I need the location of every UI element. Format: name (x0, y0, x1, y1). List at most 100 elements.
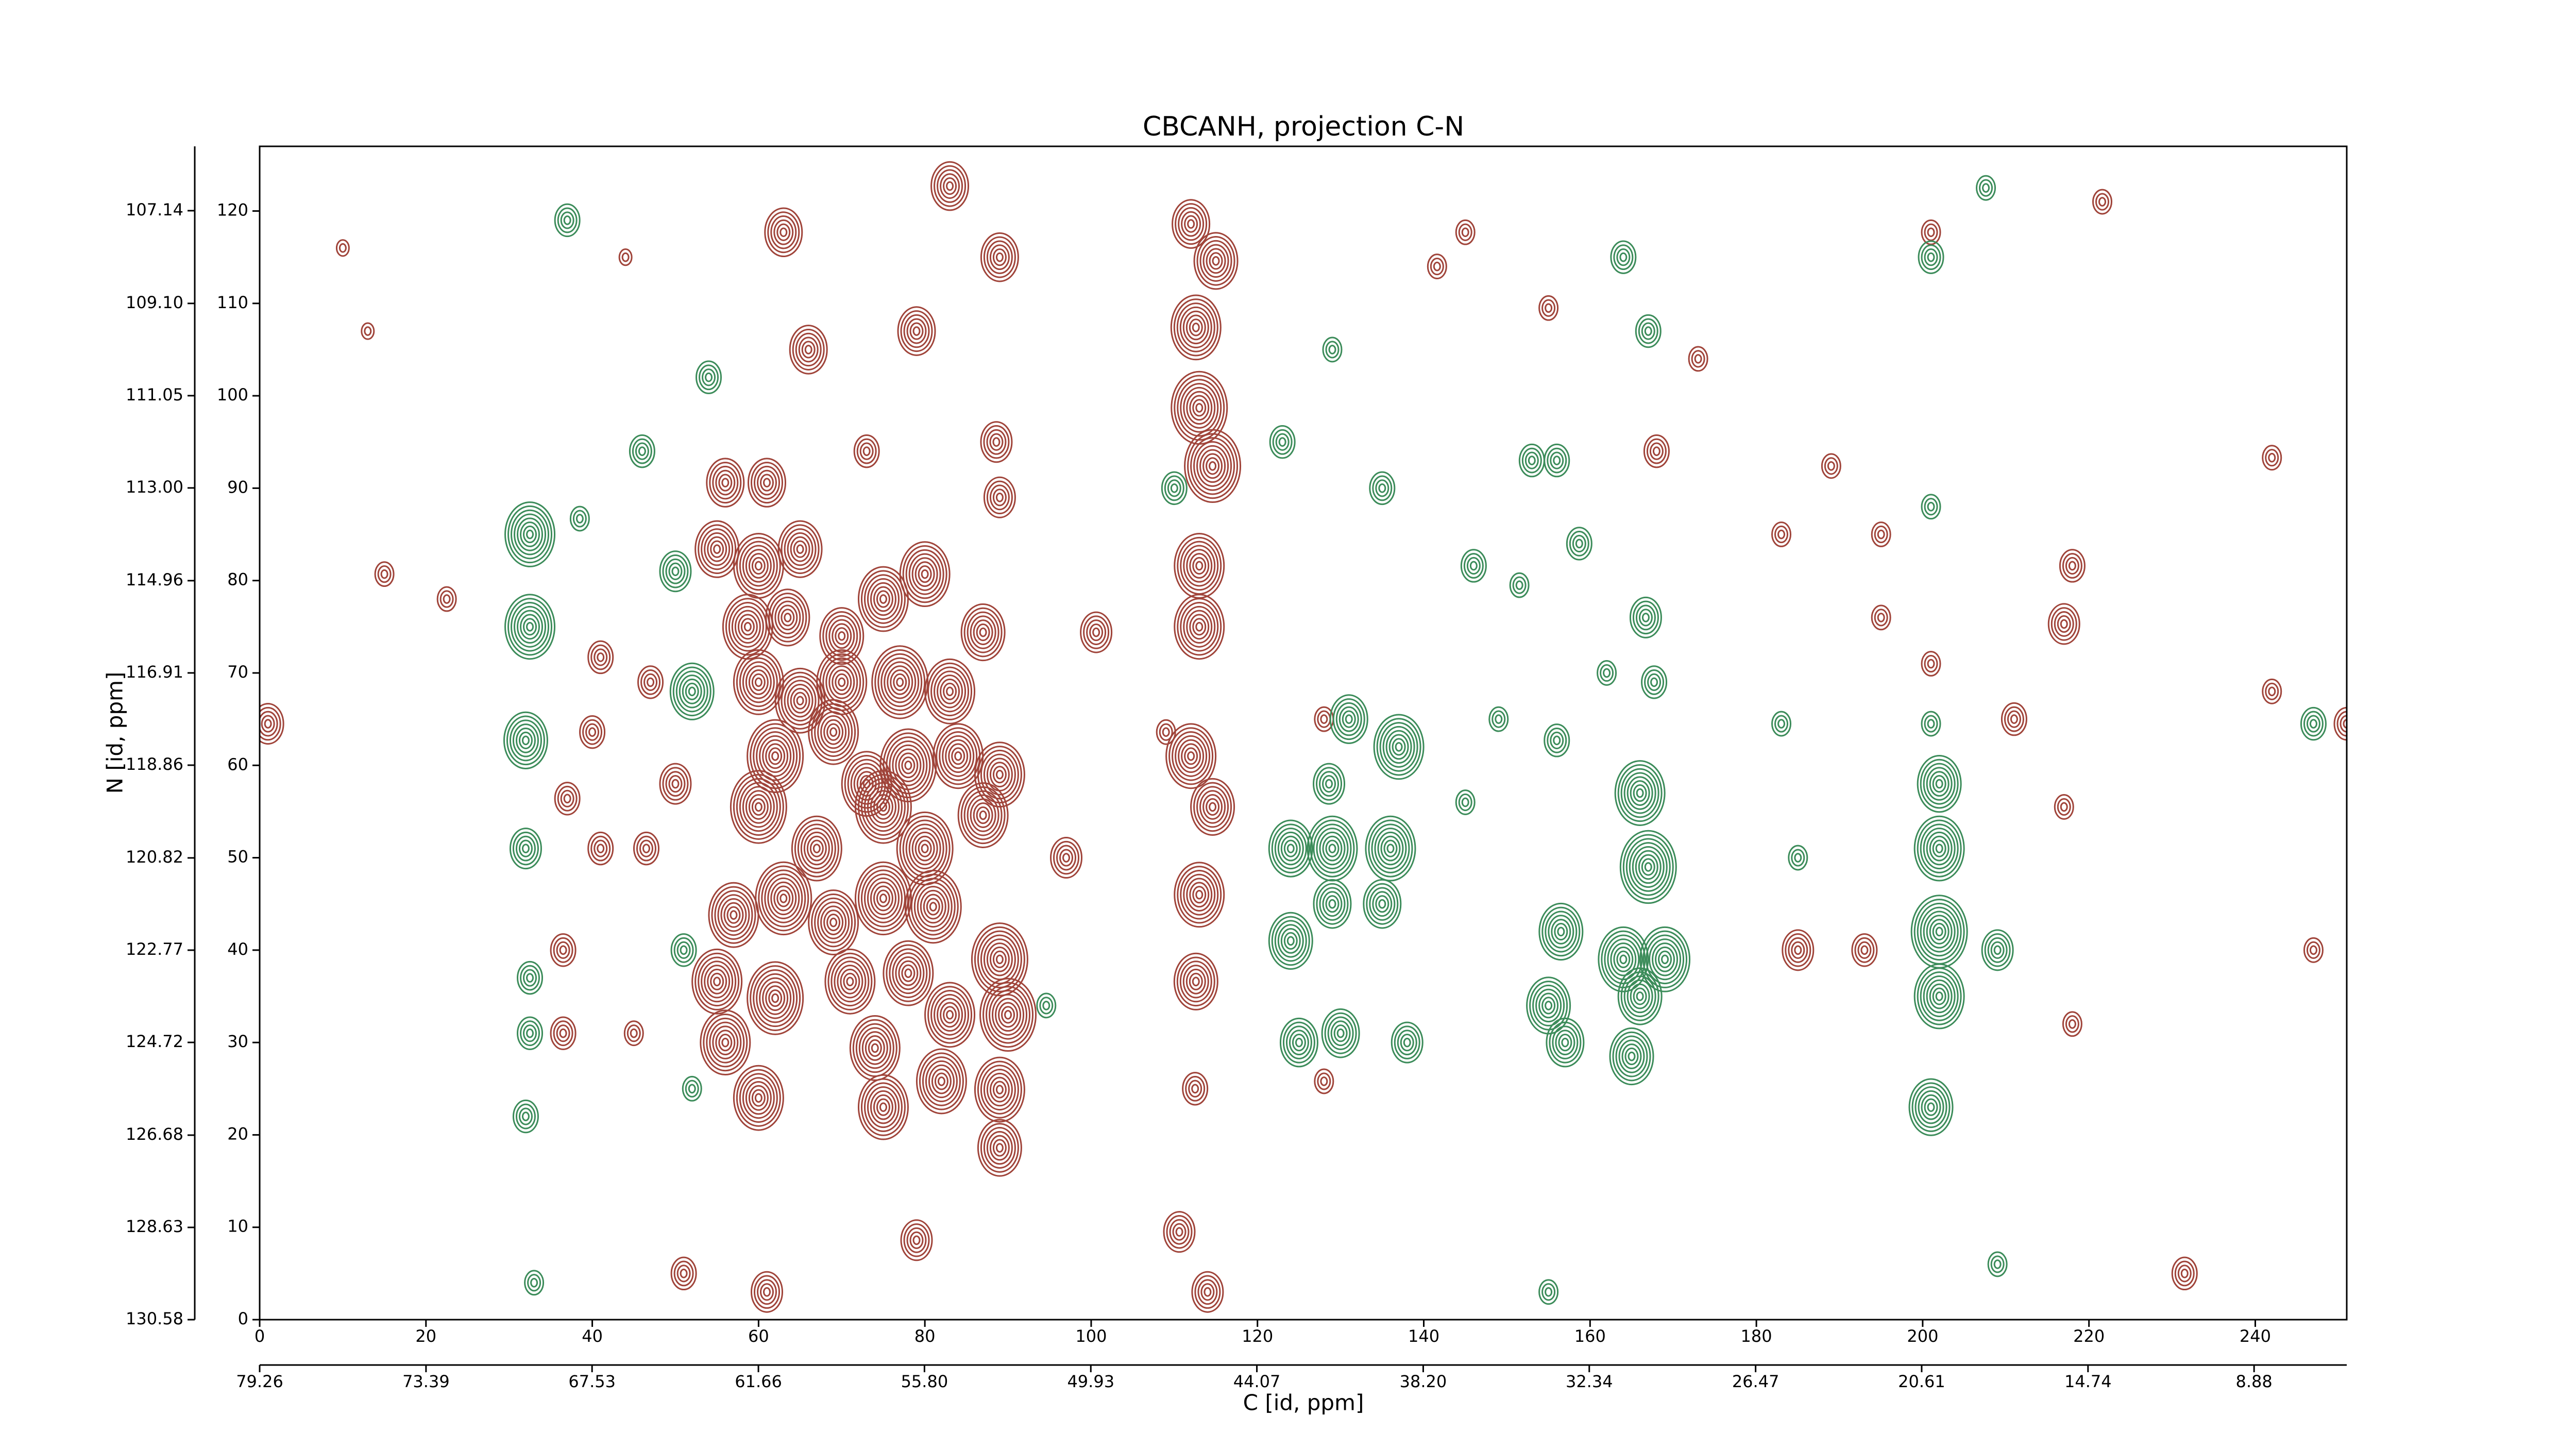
contour-level (1512, 576, 1527, 594)
contour-level (579, 715, 606, 749)
contour-level (1600, 664, 1614, 682)
contour-level (694, 952, 740, 1010)
contour-level (1269, 425, 1296, 459)
contour-level (1877, 529, 1885, 540)
contour-level (784, 528, 817, 570)
contour-level (768, 989, 783, 1007)
contour-level (1874, 609, 1888, 627)
contour-level (1092, 627, 1100, 637)
contour-level (1345, 714, 1353, 724)
contour-level (1089, 623, 1104, 642)
contour-level (835, 627, 849, 645)
contour-level (917, 886, 950, 928)
contour-level (1180, 541, 1219, 591)
contour-level (2309, 945, 2317, 955)
contour-level (939, 731, 978, 781)
contour-level (1469, 561, 1478, 571)
contour-level (814, 897, 853, 948)
contour-level (556, 1024, 570, 1042)
contour-level (979, 627, 987, 637)
contour-level (793, 692, 807, 710)
contour-level (1932, 987, 1946, 1005)
contour-level (701, 528, 734, 570)
contour-level (1178, 207, 1205, 241)
contour-level (1547, 447, 1567, 474)
contour-level (1545, 911, 1578, 953)
contour-level (1621, 1043, 1642, 1069)
contour-level (1515, 580, 1523, 590)
contour-level (745, 1081, 772, 1115)
contour-level (1377, 831, 1404, 866)
contour-level (699, 364, 719, 391)
contour-level (1164, 475, 1184, 501)
contour-level (722, 594, 773, 660)
contour-level (1924, 248, 1938, 266)
y-tick-label: 20 (227, 1124, 248, 1143)
contour-level (1610, 240, 1637, 274)
contour-level (986, 1072, 1013, 1107)
contour-level (758, 865, 809, 932)
contour-level (1372, 475, 1393, 501)
contour-level (1641, 322, 1655, 340)
contour-level (1535, 988, 1562, 1023)
contour-level (835, 673, 849, 691)
contour-level (1927, 227, 1935, 238)
contour-level (713, 976, 721, 987)
contour-level (901, 964, 916, 982)
contour-level (1649, 938, 1682, 981)
contour-level (1561, 1037, 1569, 1048)
contour-level (873, 885, 893, 912)
contour-level (946, 181, 954, 191)
contour-level (1572, 534, 1586, 553)
contour-level (1851, 933, 1878, 967)
contour-level (1541, 997, 1556, 1015)
contour-level (2057, 615, 2071, 633)
contour-level (892, 952, 925, 995)
contour-level (662, 767, 689, 801)
contour-level (1380, 835, 1401, 862)
contour-level (1310, 819, 1355, 878)
x2-tick-label: 79.26 (236, 1372, 283, 1391)
contour-level (1189, 972, 1203, 990)
contour-level (1209, 252, 1223, 270)
contour-level (559, 945, 567, 955)
contour-level (1322, 336, 1343, 363)
contour-level (1319, 887, 1346, 921)
contour-level (1632, 846, 1665, 888)
contour-level (876, 1098, 890, 1116)
contour-level (912, 1235, 921, 1245)
contour-level (1183, 386, 1216, 429)
contour-level (1617, 764, 1663, 822)
contour-level (1209, 802, 1217, 812)
contour-level (1053, 840, 1080, 875)
contour-level (1612, 1031, 1651, 1082)
contour-level (820, 905, 847, 939)
contour-level (992, 950, 1007, 968)
contour-level (1192, 399, 1207, 417)
contour-level (1322, 891, 1343, 917)
contour-level (1597, 660, 1617, 686)
contour-level (700, 1009, 751, 1076)
contour-level (1638, 854, 1658, 880)
contour-level (814, 707, 853, 757)
contour-level (2065, 557, 2079, 575)
contour-level (1274, 828, 1307, 870)
contour-level (784, 613, 792, 622)
contour-level (880, 657, 920, 707)
contour-level (1774, 715, 1789, 733)
contour-level (1630, 780, 1650, 806)
contour-level (523, 969, 537, 987)
contour-level (523, 1024, 537, 1042)
contour-level (798, 336, 819, 363)
contour-level (1185, 314, 1206, 341)
contour-level (1369, 471, 1396, 506)
contour-level (748, 794, 769, 820)
contour-level (1509, 572, 1530, 598)
contour-level (518, 731, 533, 749)
contour-level (1821, 453, 1841, 479)
contour-level (1427, 254, 1447, 279)
contour-level (973, 802, 993, 828)
contour-level (671, 779, 680, 789)
contour-level (1180, 869, 1219, 920)
contour-level (1042, 1001, 1050, 1010)
